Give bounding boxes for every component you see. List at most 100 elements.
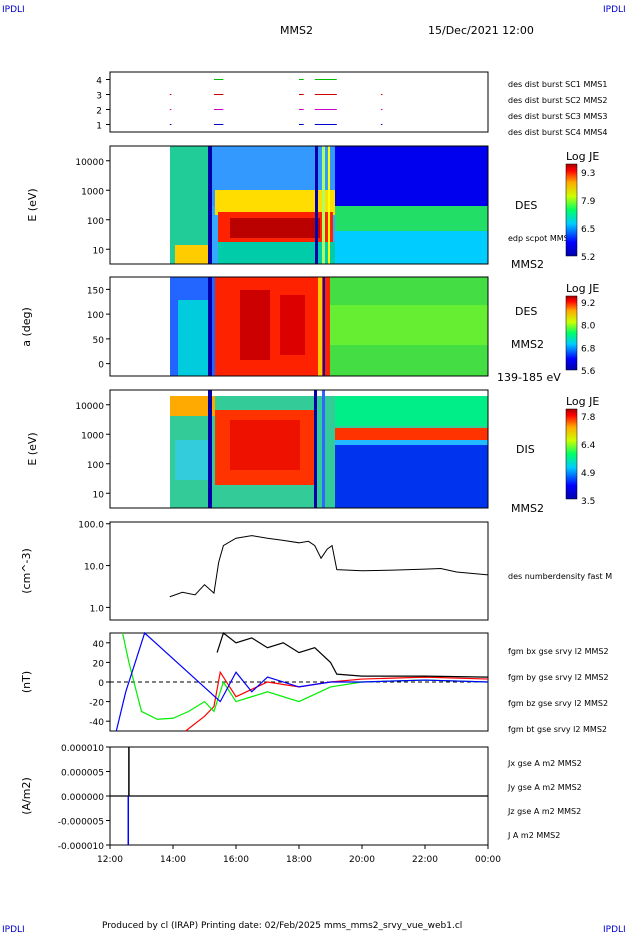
panel-burst-frame: [109, 71, 489, 133]
x-tick-label: 16:00: [223, 855, 249, 865]
dis-energy-cbar-tick: 6.4: [581, 441, 596, 451]
dis-energy-cbar-tick: 3.5: [581, 497, 595, 507]
bfield-legend-item: fgm bx gse srvy l2 MMS2: [508, 647, 609, 656]
current-ytick: 0.000000: [61, 793, 104, 803]
density-ytick: 10.0: [84, 563, 104, 573]
x-axis: 12:00 14:00 16:00 18:00 20:00 22:00 00:00: [97, 845, 501, 865]
x-tick-label: 14:00: [160, 855, 186, 865]
current-ytick: -0.000005: [58, 818, 104, 828]
current-ytick: 0.000005: [61, 769, 104, 779]
dis-energy-ytick: 100: [87, 461, 104, 471]
des-energy-ytick: 10000: [75, 158, 104, 168]
density-ytick: 100.0: [78, 521, 104, 531]
dis-energy-cbar-tick: 4.9: [581, 469, 596, 479]
des-pitch-cbar-title: Log JE: [566, 282, 599, 295]
footer-logo-left: IPDLI: [2, 925, 25, 934]
bfield-ytick: -20: [89, 699, 104, 709]
des-energy-label: DES: [515, 199, 537, 212]
panel-dis-energy: E (eV) 10 100 1000 10000 DIS MMS2 Log JE 7.…: [26, 389, 599, 515]
burst-legend-item: des dist burst SC1 MMS1: [508, 80, 607, 89]
dis-energy-label: DIS: [516, 443, 535, 456]
des-energy-ytick: 10: [93, 246, 105, 256]
dis-energy-cbar-tick: 7.8: [581, 413, 596, 423]
bfield-legend-item: fgm by gse srvy l2 MMS2: [508, 673, 609, 682]
des-pitch-cbar-tick: 9.2: [581, 299, 595, 309]
burst-ytick: 2: [96, 107, 102, 117]
dis-energy-sublabel: MMS2: [511, 502, 544, 515]
current-ytick: 0.000010: [61, 744, 104, 754]
dis-energy-ytick: 10: [93, 490, 105, 500]
des-energy-ylabel: E (eV): [26, 188, 39, 221]
bfield-legend-item: fgm bz gse srvy l2 MMS2: [508, 699, 608, 708]
x-tick-label: 20:00: [349, 855, 375, 865]
logo-right: IPDLI: [603, 5, 626, 15]
des-pitch-cbar-tick: 8.0: [581, 322, 596, 332]
bfield-legend-item: fgm bt gse srvy l2 MMS2: [508, 725, 607, 734]
des-energy-ytick: 100: [87, 217, 104, 227]
bfield-ytick: 20: [93, 659, 105, 669]
density-frame: [109, 521, 489, 621]
burst-ytick: 3: [96, 92, 102, 102]
current-legend-item: Jx gse A m2 MMS2: [507, 759, 582, 768]
bfield-ytick: 40: [93, 640, 105, 650]
footer-logo-right: IPDLI: [603, 925, 626, 934]
des-pitch-sublabel: MMS2: [511, 338, 544, 351]
footer-text: Produced by cl (IRAP) Printing date: 02/…: [102, 921, 462, 931]
des-pitch-energy-range: 139-185 eV: [497, 371, 561, 384]
des-energy-colorbar: [565, 163, 578, 257]
panel-density: (cm^-3) 1.0 10.0 100.0 des numberdensity f…: [20, 521, 612, 621]
des-energy-cbar-tick: 7.9: [581, 197, 596, 207]
x-tick-label: 00:00: [475, 855, 501, 865]
des-pitch-ytick: 100: [87, 311, 104, 321]
density-legend: des numberdensity fast M: [508, 572, 612, 581]
des-pitch-cbar-tick: 5.6: [581, 367, 596, 377]
des-pitch-ytick: 50: [93, 336, 105, 346]
panel-magnetic-field: (nT) -40 -20 0 20 40 fgm bx gse srvy l2 MMS2…: [20, 631, 609, 734]
current-ytick: -0.000010: [58, 842, 104, 852]
panel-current-density: (A/m2) -0.000010 -0.000005 0.000000 0.00000…: [20, 744, 582, 852]
bfield-series-line: [122, 632, 489, 720]
bfield-ylabel: (nT): [20, 671, 33, 693]
spacecraft-title: MMS2: [280, 24, 313, 37]
panel-burst: 1 2 3 4 des dist burst SC1 MMS1 des dist bur…: [96, 71, 607, 137]
x-tick-label: 18:00: [286, 855, 312, 865]
des-energy-sublabel: MMS2: [511, 258, 544, 271]
burst-ytick: 1: [96, 122, 102, 132]
des-pitch-cbar-tick: 6.8: [581, 344, 596, 354]
des-energy-overlay: edp scpot MMS2: [508, 234, 574, 243]
burst-marks: [169, 79, 383, 125]
des-pitch-ytick: 150: [87, 286, 104, 296]
logo-left: IPDLI: [2, 5, 25, 15]
bfield-series-line: [115, 631, 489, 732]
des-pitch-ylabel: a (deg): [20, 307, 33, 347]
x-tick-label: 22:00: [412, 855, 438, 865]
density-ytick: 1.0: [90, 604, 105, 614]
bfield-ytick: 0: [98, 679, 104, 689]
burst-ytick: 4: [96, 77, 102, 87]
des-energy-ytick: 1000: [81, 187, 104, 197]
des-pitch-frame: [109, 276, 489, 377]
density-ylabel: (cm^-3): [20, 548, 33, 594]
des-pitch-colorbar: [565, 295, 578, 371]
density-line: [169, 535, 489, 598]
bfield-ytick: -40: [89, 718, 104, 728]
dis-energy-colorbar: [565, 408, 578, 500]
burst-legend-item: des dist burst SC2 MMS2: [508, 96, 607, 105]
des-energy-cbar-title: Log JE: [566, 150, 599, 163]
panel-des-pitch: a (deg) 0 50 100 150 DES MMS2 139-185 eV Lo…: [20, 276, 599, 384]
dis-energy-ytick: 10000: [75, 402, 104, 412]
burst-legend-item: des dist burst SC3 MMS3: [508, 112, 607, 121]
des-pitch-ytick: 0: [98, 361, 104, 371]
current-legend-item: Jy gse A m2 MMS2: [507, 783, 582, 792]
bfield-series-line: [216, 631, 489, 678]
dis-energy-frame: [109, 389, 489, 509]
dis-energy-ytick: 1000: [81, 431, 104, 441]
dis-energy-ylabel: E (eV): [26, 432, 39, 465]
x-tick-label: 12:00: [97, 855, 123, 865]
bfield-series-line: [185, 670, 489, 732]
des-energy-cbar-tick: 5.2: [581, 253, 595, 263]
des-energy-frame: [109, 145, 489, 265]
des-energy-cbar-tick: 6.5: [581, 225, 595, 235]
des-energy-cbar-tick: 9.3: [581, 169, 595, 179]
